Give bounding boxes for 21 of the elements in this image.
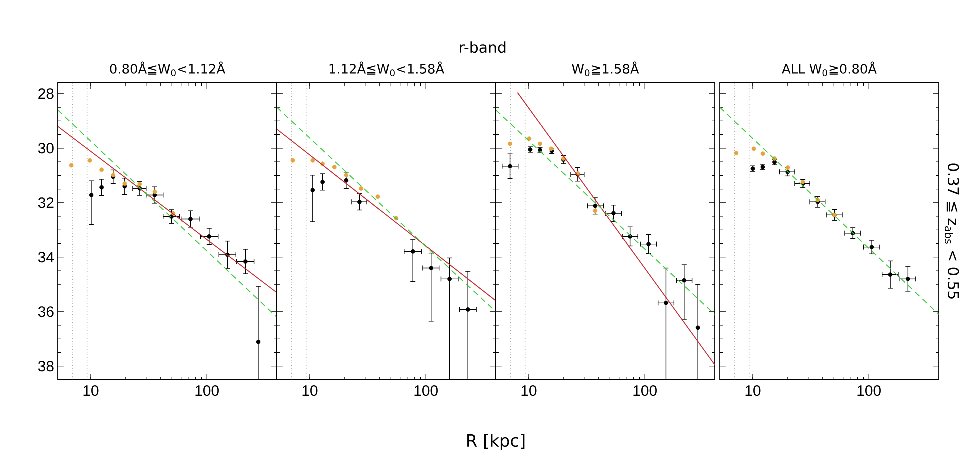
- x-tick-label: 10: [302, 386, 318, 396]
- x-tick-label: 100: [858, 386, 881, 396]
- x-tick-label: 10: [746, 386, 761, 396]
- x-tick-label: 10: [522, 386, 537, 396]
- y-tick-label: 28: [38, 88, 54, 100]
- chart-title: W$_{0}$≧1.58Å: [572, 62, 640, 76]
- y-tick-label: 32: [38, 198, 54, 208]
- chart-title: ALL W$_{0}$≧0.80Å: [782, 62, 877, 76]
- chart-title: 1.12Å≦W$_{0}$<1.58Å: [330, 62, 444, 76]
- y-tick-label: 30: [38, 143, 54, 154]
- y-tick-label: 38: [38, 361, 54, 372]
- text: r-band: [460, 42, 506, 54]
- x-tick-label: 100: [414, 386, 438, 396]
- chart-title: 0.80Å≦W$_{0}$<1.12Å: [110, 62, 226, 76]
- text: 0.37 ≦ z$_{abs}$ < 0.55: [945, 164, 960, 299]
- y-tick-label: 36: [38, 306, 54, 318]
- y-tick-label: 34: [38, 252, 54, 263]
- x-tick-label: 100: [196, 386, 219, 396]
- x-axis-title: R [kpc]: [468, 434, 525, 450]
- x-tick-label: 100: [634, 386, 657, 396]
- x-tick-label: 10: [84, 386, 99, 396]
